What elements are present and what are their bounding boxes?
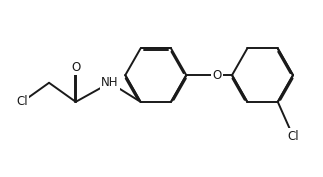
Text: Cl: Cl <box>287 130 299 143</box>
Text: NH: NH <box>101 76 119 89</box>
Text: O: O <box>212 69 221 82</box>
Text: O: O <box>71 61 80 74</box>
Text: Cl: Cl <box>16 95 28 108</box>
